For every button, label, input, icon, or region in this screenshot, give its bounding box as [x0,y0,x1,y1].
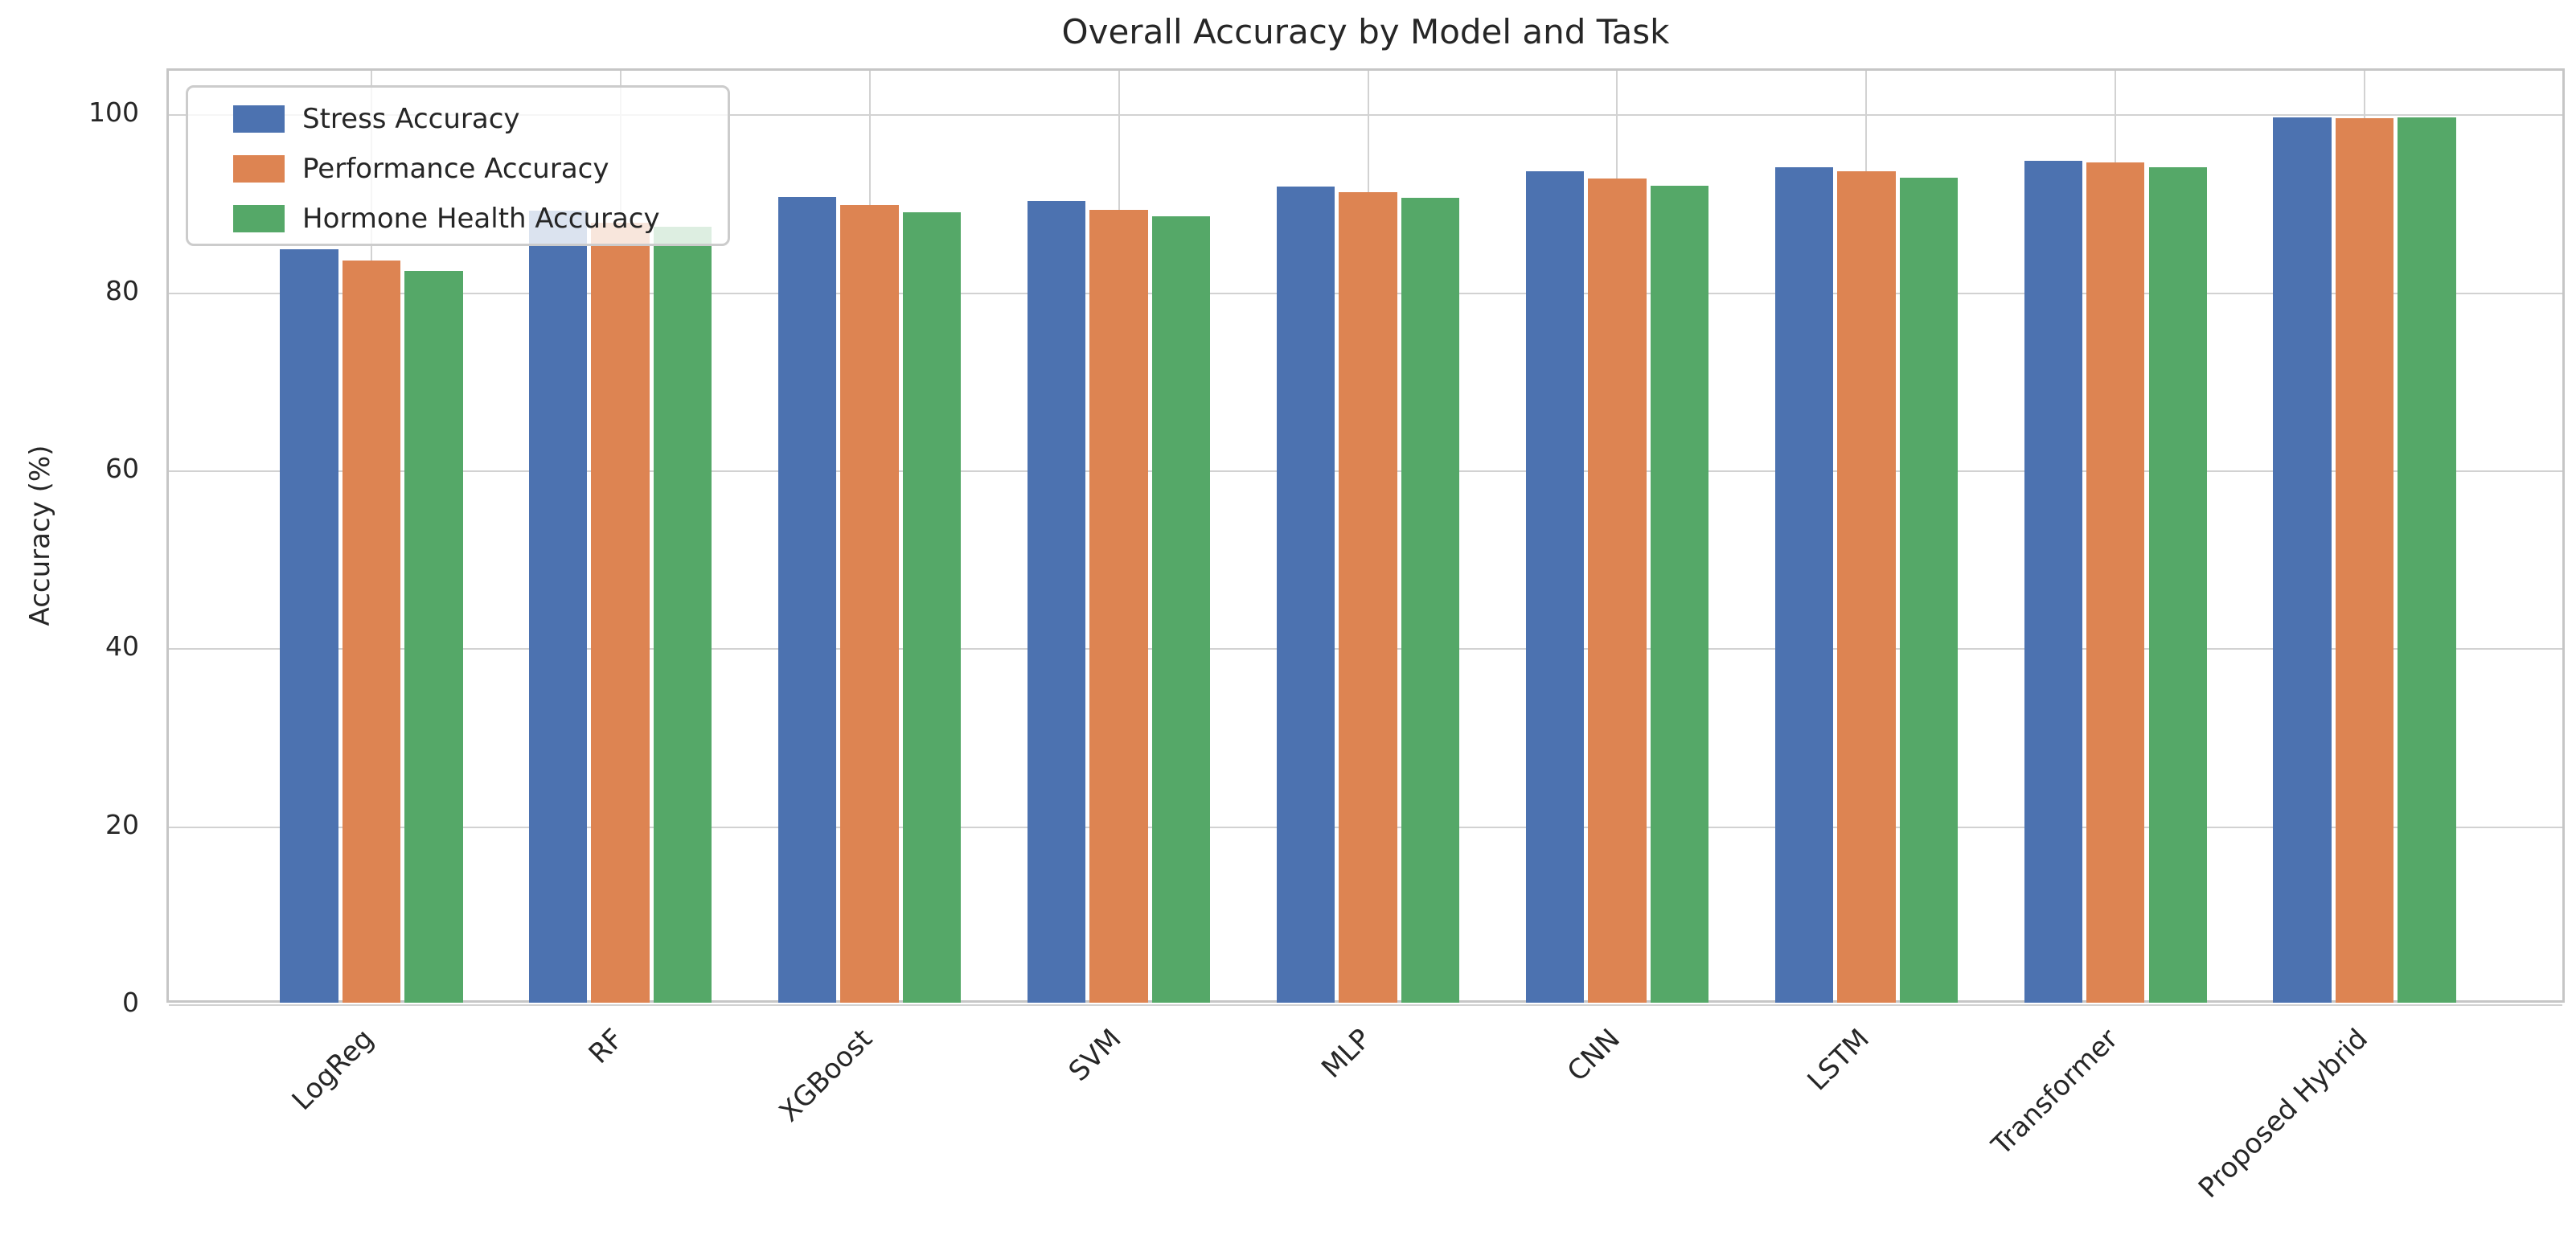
bar-mlp-s0 [1276,186,1335,1003]
bar-svm-s2 [1151,216,1211,1003]
y-tick-label: 0 [122,987,139,1018]
x-tick-label: SVM [1063,1023,1128,1088]
bar-xgboost-s1 [840,205,899,1003]
x-tick-label: XGBoost [773,1023,879,1129]
bar-proposed-hybrid-s2 [2398,117,2456,1003]
bar-rf-s1 [591,223,650,1003]
chart-title: Overall Accuracy by Model and Task [1061,12,1670,51]
bar-cnn-s0 [1525,171,1585,1003]
h-gridline [169,1004,2562,1006]
y-tick-label: 20 [105,808,139,840]
y-tick-label: 80 [105,274,139,306]
bar-cnn-s2 [1650,185,1709,1003]
bar-xgboost-s0 [777,197,837,1003]
bar-proposed-hybrid-s1 [2335,117,2394,1003]
x-tick-label: LogReg [286,1023,381,1117]
bar-proposed-hybrid-s0 [2273,117,2332,1003]
x-tick-label: Transformer [1986,1023,2125,1162]
legend-swatch [233,155,285,183]
x-tick-label: Proposed Hybrid [2192,1023,2374,1205]
legend-swatch [233,105,285,133]
y-tick-label: 40 [105,630,139,663]
bar-rf-s0 [529,210,588,1003]
bar-transformer-s2 [2148,166,2207,1003]
bar-transformer-s1 [2086,162,2145,1003]
bar-xgboost-s2 [902,211,962,1003]
x-tick-label: MLP [1315,1023,1377,1085]
legend-row: Stress Accuracy [188,94,728,144]
bar-svm-s1 [1089,209,1148,1003]
plot-area: Stress Accuracy Performance Accuracy Hormo… [166,68,2565,1006]
x-tick-label: CNN [1561,1023,1626,1089]
bar-lstm-s1 [1837,171,1896,1003]
bar-logreg-s0 [280,249,338,1003]
bar-logreg-s2 [404,271,463,1003]
legend-swatch [233,205,285,232]
legend: Stress Accuracy Performance Accuracy Hormo… [186,85,730,246]
y-tick-label: 100 [88,96,139,129]
h-gridline [169,114,2562,117]
x-tick-label: RF [582,1023,630,1070]
bar-mlp-s2 [1401,198,1460,1003]
legend-label: Stress Accuracy [302,103,520,135]
y-tick-label: 60 [105,453,139,484]
bar-transformer-s0 [2024,160,2082,1003]
bar-logreg-s1 [342,260,401,1003]
legend-label: Performance Accuracy [302,153,609,185]
bar-cnn-s1 [1588,178,1647,1003]
legend-row: Performance Accuracy [188,144,728,194]
x-tick-label: LSTM [1801,1023,1876,1098]
bar-lstm-s0 [1774,166,1834,1003]
bar-lstm-s2 [1899,177,1959,1003]
bar-mlp-s1 [1339,191,1397,1003]
legend-row: Hormone Health Accuracy [188,194,728,244]
bar-svm-s0 [1027,200,1086,1003]
bar-rf-s2 [653,226,712,1003]
legend-label: Hormone Health Accuracy [302,203,660,235]
